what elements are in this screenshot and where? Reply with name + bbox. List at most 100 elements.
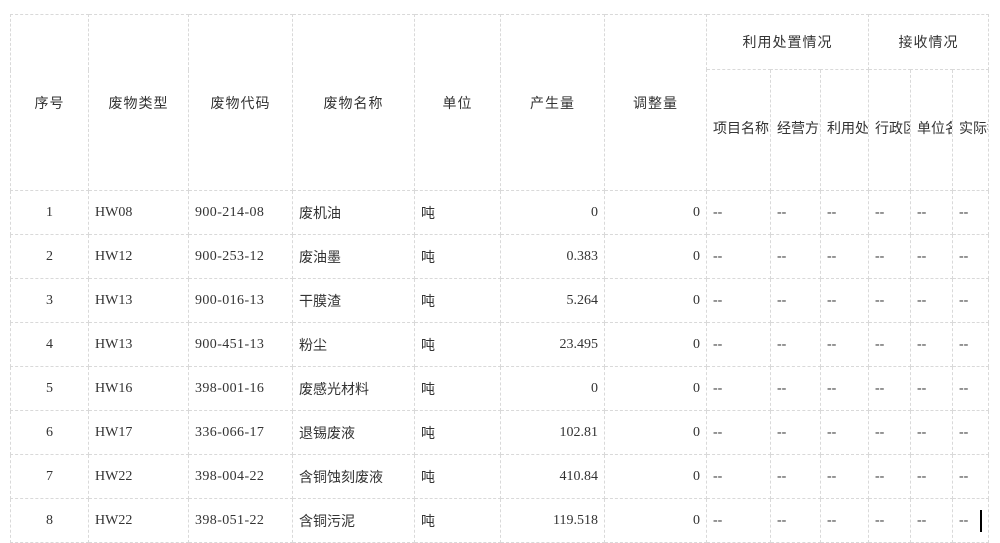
cell-generated-amount[interactable]: 102.81 [500, 410, 605, 455]
col-header-company-name[interactable]: 单位名称 [910, 69, 954, 191]
cell-company-name[interactable]: -- [910, 190, 954, 235]
col-header-waste-code[interactable]: 废物代码 [188, 14, 293, 191]
cell-operation-mode[interactable]: -- [770, 454, 821, 499]
cell-waste-code[interactable]: 900-253-12 [188, 234, 293, 279]
cell-administrative-division[interactable]: -- [868, 498, 912, 543]
cell-generated-amount[interactable]: 23.495 [500, 322, 605, 367]
cell-company-name[interactable]: -- [910, 498, 954, 543]
cell-unit[interactable]: 吨 [414, 454, 501, 499]
cell-unit[interactable]: 吨 [414, 366, 501, 411]
cell-adjusted-amount[interactable]: 0 [604, 278, 707, 323]
cell-waste-code[interactable]: 900-451-13 [188, 322, 293, 367]
cell-utilization-disposal-amount[interactable]: -- [819, 454, 870, 499]
cell-waste-name[interactable]: 废油墨 [292, 234, 415, 279]
cell-adjusted-amount[interactable]: 0 [604, 366, 707, 411]
cell-waste-name[interactable]: 废机油 [292, 190, 415, 235]
cell-waste-type[interactable]: HW13 [88, 278, 189, 323]
cell-adjusted-amount[interactable]: 0 [604, 498, 707, 543]
cell-index[interactable]: 8 [10, 498, 89, 543]
cell-waste-code[interactable]: 900-214-08 [188, 190, 293, 235]
cell-waste-name[interactable]: 废感光材料 [292, 366, 415, 411]
col-header-administrative-division[interactable]: 行政区划 [868, 69, 912, 191]
cell-utilization-disposal-amount[interactable]: -- [819, 190, 870, 235]
cell-actual-received-amount[interactable]: -- [952, 190, 990, 235]
cell-generated-amount[interactable]: 410.84 [500, 454, 605, 499]
cell-company-name[interactable]: -- [910, 366, 954, 411]
cell-project-name[interactable]: -- [706, 190, 771, 235]
cell-waste-type[interactable]: HW22 [88, 454, 189, 499]
cell-waste-type[interactable]: HW16 [88, 366, 189, 411]
cell-actual-received-amount[interactable]: -- [952, 498, 990, 543]
cell-unit[interactable]: 吨 [414, 498, 501, 543]
cell-index[interactable]: 6 [10, 410, 89, 455]
col-header-waste-name[interactable]: 废物名称 [292, 14, 415, 191]
cell-administrative-division[interactable]: -- [868, 234, 912, 279]
cell-unit[interactable]: 吨 [414, 190, 501, 235]
cell-generated-amount[interactable]: 0.383 [500, 234, 605, 279]
cell-waste-name[interactable]: 退锡废液 [292, 410, 415, 455]
cell-adjusted-amount[interactable]: 0 [604, 190, 707, 235]
cell-company-name[interactable]: -- [910, 278, 954, 323]
cell-operation-mode[interactable]: -- [770, 278, 821, 323]
cell-operation-mode[interactable]: -- [770, 498, 821, 543]
cell-project-name[interactable]: -- [706, 322, 771, 367]
col-header-project-name[interactable]: 项目名称 [706, 69, 771, 191]
cell-waste-type[interactable]: HW13 [88, 322, 189, 367]
cell-waste-code[interactable]: 336-066-17 [188, 410, 293, 455]
cell-index[interactable]: 4 [10, 322, 89, 367]
col-header-utilization-disposal-amount[interactable]: 利用处置量 [819, 69, 870, 191]
cell-waste-name[interactable]: 含铜污泥 [292, 498, 415, 543]
cell-operation-mode[interactable]: -- [770, 234, 821, 279]
cell-administrative-division[interactable]: -- [868, 278, 912, 323]
cell-utilization-disposal-amount[interactable]: -- [819, 498, 870, 543]
cell-index[interactable]: 7 [10, 454, 89, 499]
cell-administrative-division[interactable]: -- [868, 190, 912, 235]
col-header-adjusted-amount[interactable]: 调整量 [604, 14, 707, 191]
cell-adjusted-amount[interactable]: 0 [604, 234, 707, 279]
cell-project-name[interactable]: -- [706, 366, 771, 411]
cell-waste-name[interactable]: 含铜蚀刻废液 [292, 454, 415, 499]
cell-utilization-disposal-amount[interactable]: -- [819, 234, 870, 279]
col-header-waste-type[interactable]: 废物类型 [88, 14, 189, 191]
cell-index[interactable]: 3 [10, 278, 89, 323]
cell-waste-code[interactable]: 398-001-16 [188, 366, 293, 411]
cell-actual-received-amount[interactable]: -- [952, 410, 990, 455]
cell-utilization-disposal-amount[interactable]: -- [819, 278, 870, 323]
cell-unit[interactable]: 吨 [414, 410, 501, 455]
cell-index[interactable]: 2 [10, 234, 89, 279]
cell-generated-amount[interactable]: 5.264 [500, 278, 605, 323]
cell-generated-amount[interactable]: 0 [500, 366, 605, 411]
cell-adjusted-amount[interactable]: 0 [604, 410, 707, 455]
cell-company-name[interactable]: -- [910, 454, 954, 499]
cell-actual-received-amount[interactable]: -- [952, 322, 990, 367]
cell-unit[interactable]: 吨 [414, 322, 501, 367]
cell-utilization-disposal-amount[interactable]: -- [819, 322, 870, 367]
cell-unit[interactable]: 吨 [414, 234, 501, 279]
cell-waste-code[interactable]: 398-004-22 [188, 454, 293, 499]
cell-utilization-disposal-amount[interactable]: -- [819, 366, 870, 411]
cell-actual-received-amount[interactable]: -- [952, 454, 990, 499]
cell-generated-amount[interactable]: 0 [500, 190, 605, 235]
cell-waste-type[interactable]: HW08 [88, 190, 189, 235]
cell-project-name[interactable]: -- [706, 498, 771, 543]
cell-generated-amount[interactable]: 119.518 [500, 498, 605, 543]
cell-operation-mode[interactable]: -- [770, 190, 821, 235]
col-header-generated-amount[interactable]: 产生量 [500, 14, 605, 191]
cell-administrative-division[interactable]: -- [868, 454, 912, 499]
cell-adjusted-amount[interactable]: 0 [604, 454, 707, 499]
cell-waste-name[interactable]: 粉尘 [292, 322, 415, 367]
cell-waste-code[interactable]: 398-051-22 [188, 498, 293, 543]
cell-operation-mode[interactable]: -- [770, 410, 821, 455]
col-header-unit[interactable]: 单位 [414, 14, 501, 191]
cell-administrative-division[interactable]: -- [868, 366, 912, 411]
col-header-operation-mode[interactable]: 经营方式 [770, 69, 821, 191]
col-header-actual-received-amount[interactable]: 实际接收量 [952, 69, 990, 191]
cell-company-name[interactable]: -- [910, 322, 954, 367]
cell-operation-mode[interactable]: -- [770, 366, 821, 411]
cell-waste-name[interactable]: 干膜渣 [292, 278, 415, 323]
cell-waste-code[interactable]: 900-016-13 [188, 278, 293, 323]
cell-administrative-division[interactable]: -- [868, 322, 912, 367]
cell-actual-received-amount[interactable]: -- [952, 278, 990, 323]
cell-waste-type[interactable]: HW22 [88, 498, 189, 543]
cell-project-name[interactable]: -- [706, 454, 771, 499]
